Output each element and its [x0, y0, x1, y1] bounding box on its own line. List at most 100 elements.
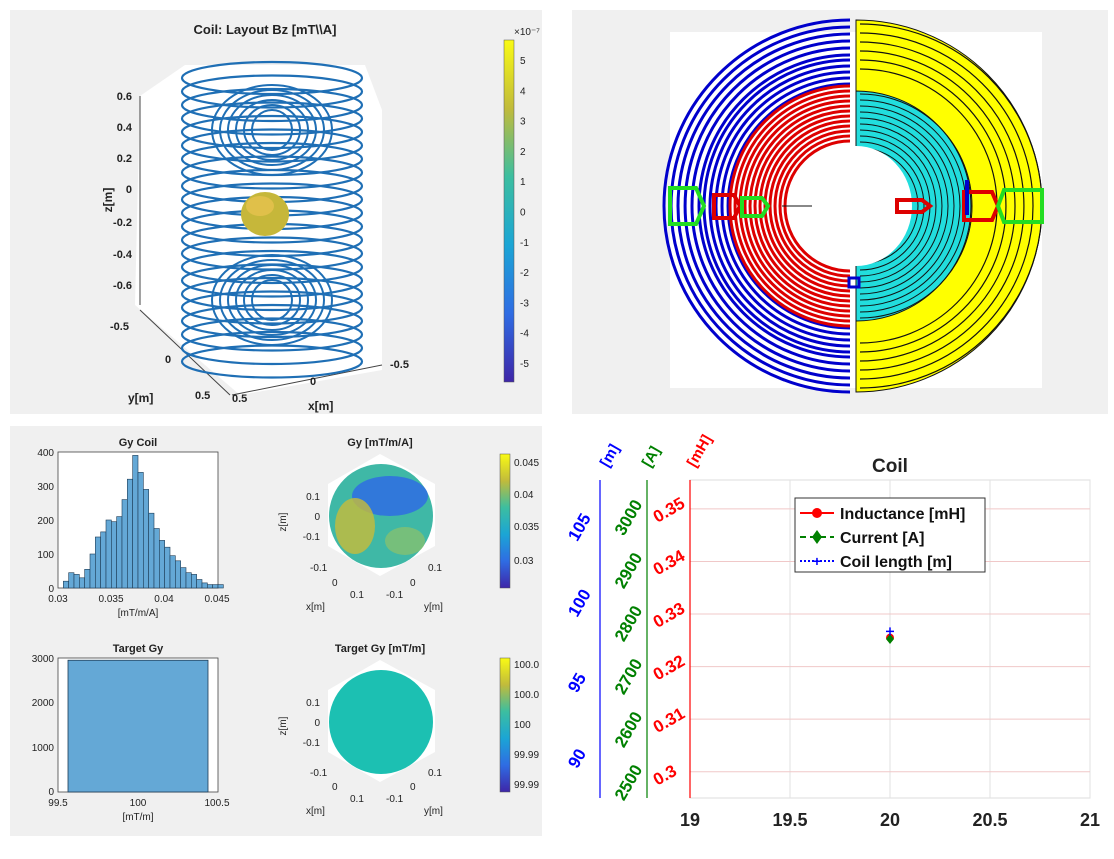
red-winding	[743, 99, 851, 313]
gy-sphere-ytick-2: 0.1	[428, 563, 442, 574]
target-hist-xlabel: [mT/m]	[122, 812, 153, 823]
red-winding	[733, 89, 851, 323]
inductance-tick: 0.35	[650, 494, 688, 527]
coil-winding	[180, 290, 364, 325]
coil-layout-panel	[572, 10, 1108, 414]
gy-sphere-ytick-0: -0.1	[386, 590, 404, 601]
target-cb-tick-4: 99.99	[514, 780, 539, 791]
target-sphere-ylabel: y[m]	[424, 806, 443, 817]
current-point	[886, 634, 894, 644]
gy-hist-bar	[143, 489, 149, 589]
gy-hist-bars	[63, 455, 224, 589]
gy-hist-bar	[153, 528, 160, 589]
target-cb-tick-1: 100.0	[514, 690, 539, 701]
cyan-winding	[859, 93, 973, 319]
gy-hist-xtick-1: 0.035	[98, 594, 123, 605]
length-tick: 100	[564, 586, 595, 620]
x-tick-2: -0.5	[390, 359, 409, 371]
x-tick-0: 0.5	[232, 393, 247, 405]
blue-winding	[708, 64, 851, 348]
gy-hist-bar	[68, 572, 75, 589]
target-cb-tick-3: 99.99	[514, 750, 539, 761]
blue-winding	[726, 82, 851, 330]
cyan-winding	[859, 105, 961, 307]
gy-sphere-zlabel: z[m]	[278, 512, 289, 531]
gy-hist-bar	[111, 521, 117, 589]
legend-inductance-marker	[812, 508, 822, 518]
connector-green-right	[995, 188, 1044, 224]
target-hist-xtick-2: 100.5	[204, 798, 229, 809]
colorbar-tick: 1	[520, 177, 526, 188]
y-tick-0: -0.5	[110, 321, 129, 333]
current-tick: 2900	[611, 549, 646, 591]
target-sphere-xtick-1: 0	[332, 782, 338, 793]
x-tick: 19	[680, 810, 700, 830]
gy-sphere-mid-region	[385, 527, 425, 555]
cyan-winding	[859, 117, 949, 295]
gy-hist-bar	[137, 472, 144, 589]
colorbar-tick: -1	[520, 238, 529, 249]
x-tick: 19.5	[772, 810, 807, 830]
layout-windings	[662, 18, 1043, 394]
gy-hist-bar	[79, 577, 85, 589]
gy-colorbar	[499, 453, 511, 589]
red-winding	[753, 109, 851, 303]
target-sphere-surface	[329, 670, 433, 774]
y-axis-label: y[m]	[128, 391, 153, 405]
target-colorbar	[499, 657, 511, 793]
legend-current-text: Current [A]	[840, 530, 924, 547]
gradient-subplots: Gy Coil 400 300 200 100 0 0.03 0.035 0.0…	[32, 437, 540, 823]
gy-hist-bar	[95, 536, 101, 589]
cyan-winding	[859, 147, 919, 265]
gy-hist-bar	[116, 516, 123, 589]
coil-winding	[180, 303, 364, 339]
target-hist-xtick-0: 99.5	[48, 798, 68, 809]
inductance-tick: 0.33	[650, 599, 688, 632]
gy-sphere-ztick-1: 0	[314, 512, 320, 523]
z-tick-1: 0.4	[117, 122, 133, 134]
gy-hist-bar	[185, 572, 192, 589]
gy-cb-tick-2: 0.035	[514, 522, 539, 533]
axis-length-label: [m]	[597, 441, 623, 470]
x-axis-label: x[m]	[308, 399, 333, 413]
legend-length-text: Coil length [m]	[840, 554, 952, 571]
gy-hist-bar	[73, 574, 80, 589]
axis-inductance-label: [mH]	[684, 432, 716, 470]
z-axis-label: z[m]	[101, 188, 115, 213]
coil-winding	[180, 128, 364, 163]
blue-winding	[690, 46, 851, 366]
colorbar-tick: 4	[520, 86, 526, 97]
colorbar-tick: 5	[520, 56, 526, 67]
inductance-tick: 0.34	[650, 546, 689, 579]
saddle-loop-upper	[235, 99, 309, 161]
target-sphere-xtick-2: 0.1	[350, 794, 364, 805]
target-sphere-ytick-0: -0.1	[386, 794, 404, 805]
saddle-loop-upper	[219, 89, 325, 171]
target-hist-ytick-3: 0	[48, 787, 54, 798]
target-sphere-highlight	[246, 196, 274, 216]
colorbar-tick: -4	[520, 329, 529, 340]
gy-hist-bar	[127, 478, 133, 589]
z-tick-6: -0.6	[113, 280, 132, 292]
coil-winding	[180, 276, 364, 312]
target-sphere-zlabel: z[m]	[278, 716, 289, 735]
gy-sphere-high-region	[335, 498, 375, 554]
target-cb-tick-2: 100	[514, 720, 531, 731]
coil-summary-title: Coil	[872, 456, 908, 477]
gy-hist-bar	[148, 512, 155, 589]
blue-winding	[676, 32, 851, 380]
blue-winding	[683, 39, 851, 373]
legend-inductance-text: Inductance [mH]	[840, 506, 965, 523]
connector-red-right2	[962, 190, 1001, 222]
target-hist-ytick-2: 1000	[32, 743, 55, 754]
cyan-winding	[859, 141, 925, 271]
cyan-winding	[859, 111, 955, 301]
connector-red-right	[895, 198, 934, 214]
length-tick: 90	[564, 746, 590, 772]
saddle-loop-lower	[235, 269, 309, 331]
gy-hist-ytick-3: 100	[37, 550, 54, 561]
red-winding	[773, 129, 851, 283]
coil-winding	[180, 330, 364, 366]
target-sphere-ztick-1: 0	[314, 718, 320, 729]
gy-hist-bar	[217, 584, 224, 589]
